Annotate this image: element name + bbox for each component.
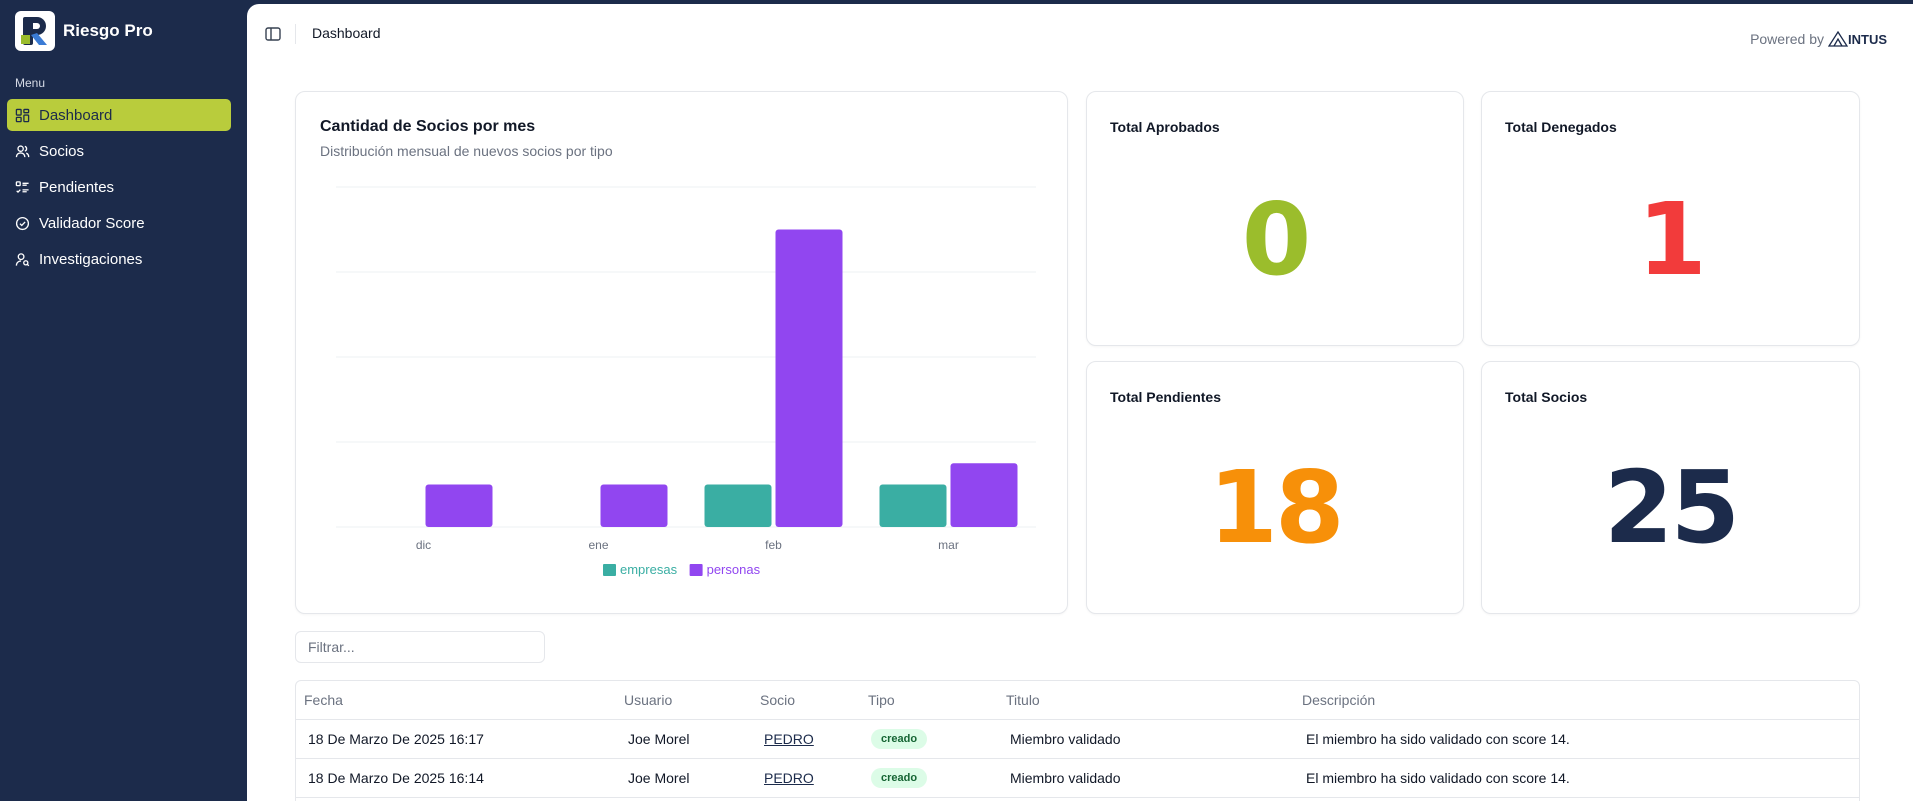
tipo-badge: creado — [871, 729, 928, 749]
chart-bar-personas-feb[interactable] — [775, 229, 843, 528]
stat-card-socios: Total Socios 25 — [1481, 361, 1860, 614]
table-row[interactable]: 18 De Marzo De 2025 16:14 Joe Morel PEDR… — [296, 759, 1859, 798]
column-header-usuario[interactable]: Usuario — [624, 692, 673, 708]
x-tick-label: mar — [938, 538, 959, 552]
cell-fecha: 18 De Marzo De 2025 16:14 — [308, 770, 484, 786]
socio-link[interactable]: PEDRO — [764, 770, 814, 786]
tipo-badge: creado — [871, 768, 928, 788]
chart-bar-empresas-mar[interactable] — [879, 484, 947, 528]
intus-brand-text: INTUS — [1848, 31, 1887, 47]
legend-swatch-empresas — [603, 564, 616, 576]
chart-bar-personas-dic[interactable] — [425, 484, 493, 528]
column-header-fecha[interactable]: Fecha — [304, 692, 343, 708]
column-header-descripcion[interactable]: Descripción — [1302, 692, 1376, 708]
cell-descripcion: El miembro ha sido validado con score 14… — [1306, 731, 1570, 747]
app-logo-icon — [15, 11, 55, 51]
legend-label-empresas[interactable]: empresas — [620, 562, 678, 577]
cell-usuario: Joe Morel — [628, 770, 690, 786]
stat-card-denegados: Total Denegados 1 — [1481, 91, 1860, 346]
main-content: Dashboard Powered by INTUS Cantidad de S… — [247, 4, 1913, 801]
x-tick-label: dic — [416, 538, 431, 552]
circle-check-icon — [15, 216, 30, 230]
chart-subtitle: Distribución mensual de nuevos socios po… — [320, 143, 613, 159]
table-row[interactable]: 18 De Marzo De 2025 16:17 Joe Morel PEDR… — [296, 720, 1859, 759]
header-divider — [295, 24, 296, 44]
powered-by: Powered by INTUS — [1750, 31, 1887, 47]
sidebar-item-pendientes[interactable]: Pendientes — [7, 171, 231, 203]
sidebar-item-label: Investigaciones — [39, 250, 143, 268]
sidebar-item-label: Pendientes — [39, 178, 115, 196]
brand[interactable]: Riesgo Pro — [15, 11, 153, 51]
cell-descripcion: El miembro ha sido validado con score 14… — [1306, 770, 1570, 786]
stat-title: Total Denegados — [1505, 119, 1617, 135]
dashboard-icon — [15, 108, 30, 122]
table-header: Fecha Usuario Socio Tipo Titulo Descripc… — [296, 681, 1859, 720]
x-tick-label: feb — [765, 538, 782, 552]
chart-bar-empresas-feb[interactable] — [704, 484, 772, 528]
legend-swatch-personas — [689, 564, 703, 576]
sidebar-item-investigaciones[interactable]: Investigaciones — [7, 243, 231, 275]
bar-chart: dic ene feb mar empresas personas — [336, 186, 1036, 577]
sidebar: Riesgo Pro Menu Dashboard Socios Pendien… — [0, 0, 247, 801]
sidebar-item-socios[interactable]: Socios — [7, 135, 231, 167]
cell-titulo: Miembro validado — [1010, 770, 1121, 786]
activity-table: Fecha Usuario Socio Tipo Titulo Descripc… — [295, 680, 1860, 801]
column-header-socio[interactable]: Socio — [760, 692, 796, 708]
stat-value: 18 — [1208, 449, 1344, 566]
menu-section-label: Menu — [15, 76, 46, 90]
users-icon — [15, 144, 30, 157]
stat-card-pendientes: Total Pendientes 18 — [1086, 361, 1464, 614]
x-tick-label: ene — [588, 538, 608, 552]
sidebar-toggle-icon[interactable] — [264, 25, 282, 43]
socio-link[interactable]: PEDRO — [764, 731, 814, 747]
stat-value: 0 — [1241, 181, 1312, 298]
intus-triangle-icon — [1828, 31, 1848, 47]
sidebar-item-label: Validador Score — [39, 214, 145, 232]
legend-label-personas[interactable]: personas — [707, 562, 761, 577]
cell-usuario: Joe Morel — [628, 731, 690, 747]
sidebar-item-label: Dashboard — [39, 106, 113, 124]
filter-input[interactable] — [295, 631, 545, 663]
chart-bar-personas-mar[interactable] — [950, 463, 1018, 527]
stat-title: Total Socios — [1505, 389, 1588, 405]
list-check-icon — [15, 180, 29, 193]
stat-value: 1 — [1637, 181, 1707, 298]
cell-fecha: 18 De Marzo De 2025 16:17 — [308, 731, 484, 747]
app-name: Riesgo Pro — [63, 21, 153, 40]
breadcrumb: Dashboard — [312, 25, 381, 41]
powered-by-label: Powered by — [1750, 31, 1824, 47]
chart-title: Cantidad de Socios por mes — [320, 118, 536, 135]
column-header-titulo[interactable]: Titulo — [1006, 692, 1040, 708]
stat-title: Total Aprobados — [1110, 119, 1220, 135]
chart-card: Cantidad de Socios por mes Distribución … — [295, 91, 1068, 614]
stat-card-aprobados: Total Aprobados 0 — [1086, 91, 1464, 346]
sidebar-item-validador-score[interactable]: Validador Score — [7, 207, 231, 239]
sidebar-item-label: Socios — [39, 142, 85, 160]
sidebar-nav: Dashboard Socios Pendientes Validador Sc… — [7, 99, 231, 279]
sidebar-item-dashboard[interactable]: Dashboard — [7, 99, 231, 131]
cell-titulo: Miembro validado — [1010, 731, 1121, 747]
stat-title: Total Pendientes — [1110, 389, 1221, 405]
intus-logo: INTUS — [1828, 31, 1887, 47]
column-header-tipo[interactable]: Tipo — [868, 692, 895, 708]
chart-bar-personas-ene[interactable] — [600, 484, 668, 528]
stat-value: 25 — [1603, 449, 1740, 566]
user-search-icon — [15, 252, 30, 266]
